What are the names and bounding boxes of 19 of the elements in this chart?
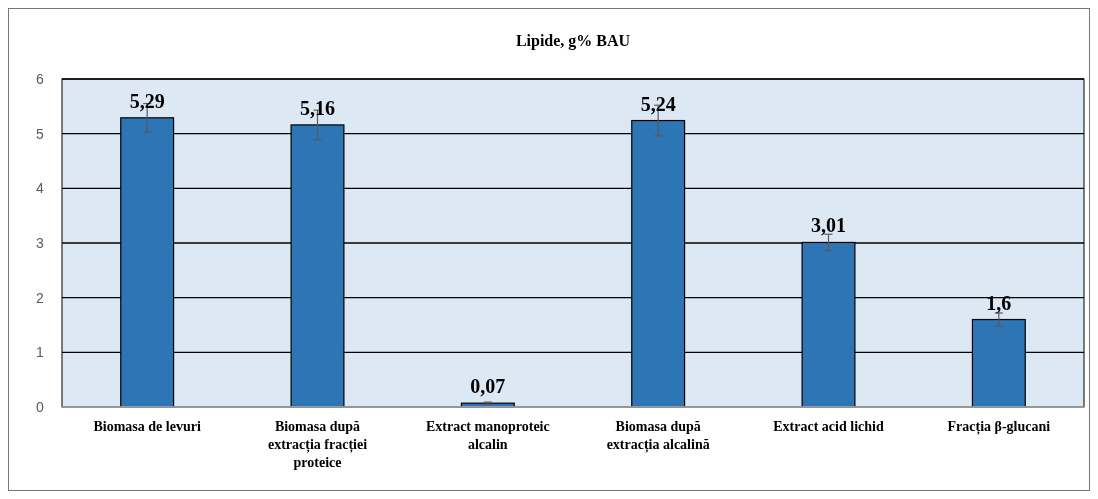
data-label: 5,16 — [300, 96, 335, 119]
data-label: 5,29 — [129, 89, 165, 112]
x-tick-label: Fracția β-glucani — [947, 419, 1051, 435]
x-tick-label: Biomasa de levuri — [93, 419, 201, 434]
x-tick-label: Extract manoproteic alcalin — [425, 419, 550, 452]
y-tick-label: 6 — [36, 70, 45, 87]
data-label: 0,07 — [470, 375, 506, 398]
y-tick-label: 4 — [36, 180, 45, 197]
data-label: 5,24 — [640, 92, 676, 115]
y-tick-label: 1 — [36, 344, 45, 361]
x-tick-label: Biomasa după extracția alcalină — [606, 419, 710, 453]
x-tick-label: Biomasa după extracția fracției proteice — [267, 419, 368, 470]
y-tick-label: 0 — [36, 398, 45, 415]
data-label: 3,01 — [811, 214, 846, 237]
y-tick-label: 2 — [36, 289, 45, 306]
y-tick-label: 5 — [36, 125, 45, 142]
chart-title: Lipide, g% BAU — [515, 32, 631, 50]
x-tick-label: Extract acid lichid — [773, 419, 884, 434]
y-tick-label: 3 — [36, 234, 45, 251]
